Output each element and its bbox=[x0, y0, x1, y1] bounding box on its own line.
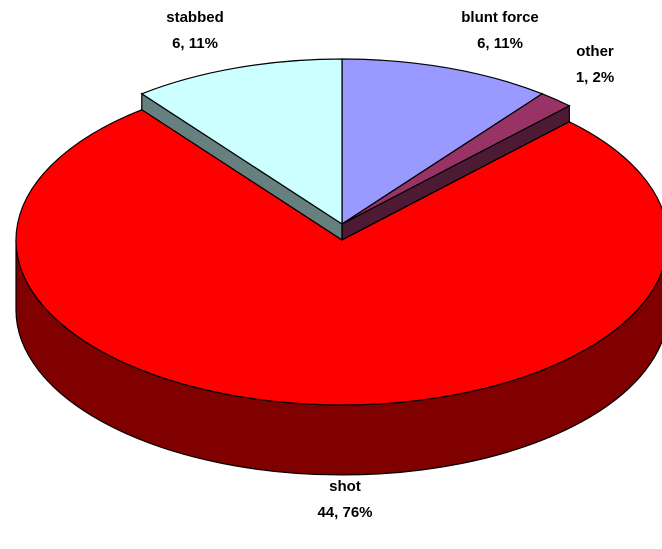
slice-value-label: 1, 2% bbox=[576, 69, 614, 86]
slice-label: stabbed bbox=[166, 9, 224, 26]
slice bbox=[140, 58, 343, 226]
slice-label: blunt force bbox=[461, 9, 539, 26]
slice-label: shot bbox=[329, 478, 361, 495]
slice-value-label: 44, 76% bbox=[317, 504, 372, 521]
slice-label: other bbox=[576, 43, 614, 60]
slice bbox=[341, 93, 571, 225]
slice-value-label: 6, 11% bbox=[477, 35, 523, 52]
slice bbox=[15, 109, 662, 406]
slice bbox=[341, 58, 544, 226]
slice-value-label: 6, 11% bbox=[172, 35, 218, 52]
